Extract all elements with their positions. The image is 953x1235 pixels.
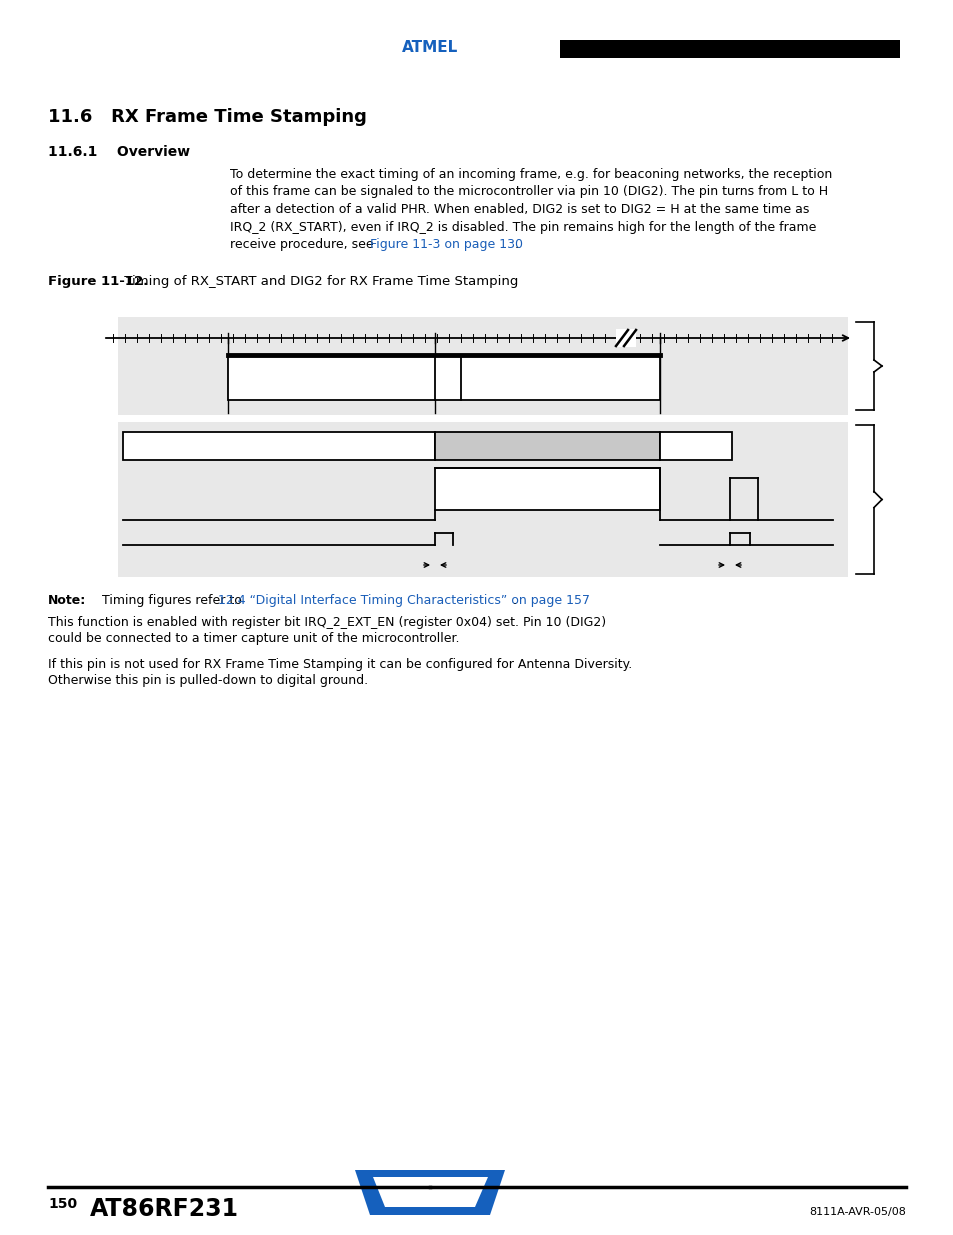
Text: Figure 11-12.: Figure 11-12.	[48, 275, 148, 288]
Text: 11.6.1    Overview: 11.6.1 Overview	[48, 144, 190, 159]
Text: Otherwise this pin is pulled-down to digital ground.: Otherwise this pin is pulled-down to dig…	[48, 674, 368, 687]
Text: ATMEL: ATMEL	[401, 40, 457, 54]
Text: AT86RF231: AT86RF231	[90, 1197, 239, 1221]
Text: 150: 150	[48, 1197, 77, 1212]
Bar	[659, 432, 731, 459]
Bar	[559, 40, 899, 58]
Text: could be connected to a timer capture unit of the microcontroller.: could be connected to a timer capture un…	[48, 632, 459, 645]
Text: .: .	[513, 594, 517, 606]
Text: 12.4 “Digital Interface Timing Characteristics” on page 157: 12.4 “Digital Interface Timing Character…	[218, 594, 589, 606]
Bar	[435, 468, 659, 510]
Text: If this pin is not used for RX Frame Time Stamping it can be configured for Ante: If this pin is not used for RX Frame Tim…	[48, 658, 632, 671]
Bar	[435, 432, 659, 459]
Text: .: .	[515, 238, 518, 251]
Text: Figure 11-3 on page 130: Figure 11-3 on page 130	[370, 238, 522, 251]
Polygon shape	[373, 1177, 488, 1207]
Text: To determine the exact timing of an incoming frame, e.g. for beaconing networks,: To determine the exact timing of an inco…	[230, 168, 831, 182]
Bar	[118, 422, 847, 577]
Bar	[123, 432, 435, 459]
Text: Note:: Note:	[48, 594, 86, 606]
Text: IRQ_2 (RX_START), even if IRQ_2 is disabled. The pin remains high for the length: IRQ_2 (RX_START), even if IRQ_2 is disab…	[230, 221, 816, 233]
Text: 11.6   RX Frame Time Stamping: 11.6 RX Frame Time Stamping	[48, 107, 367, 126]
Bar	[228, 354, 659, 400]
Bar	[616, 329, 636, 347]
Text: of this frame can be signaled to the microcontroller via pin 10 (DIG2). The pin : of this frame can be signaled to the mic…	[230, 185, 827, 199]
Text: 8111A-AVR-05/08: 8111A-AVR-05/08	[808, 1207, 905, 1216]
Text: receive procedure, see: receive procedure, see	[230, 238, 377, 251]
Bar	[118, 317, 847, 415]
Text: Timing of RX_START and DIG2 for RX Frame Time Stamping: Timing of RX_START and DIG2 for RX Frame…	[120, 275, 517, 288]
Text: This function is enabled with register bit IRQ_2_EXT_EN (register 0x04) set. Pin: This function is enabled with register b…	[48, 616, 605, 629]
Text: after a detection of a valid PHR. When enabled, DIG2 is set to DIG2 = H at the s: after a detection of a valid PHR. When e…	[230, 203, 808, 216]
Text: Timing figures refer to: Timing figures refer to	[86, 594, 246, 606]
Polygon shape	[355, 1170, 504, 1215]
